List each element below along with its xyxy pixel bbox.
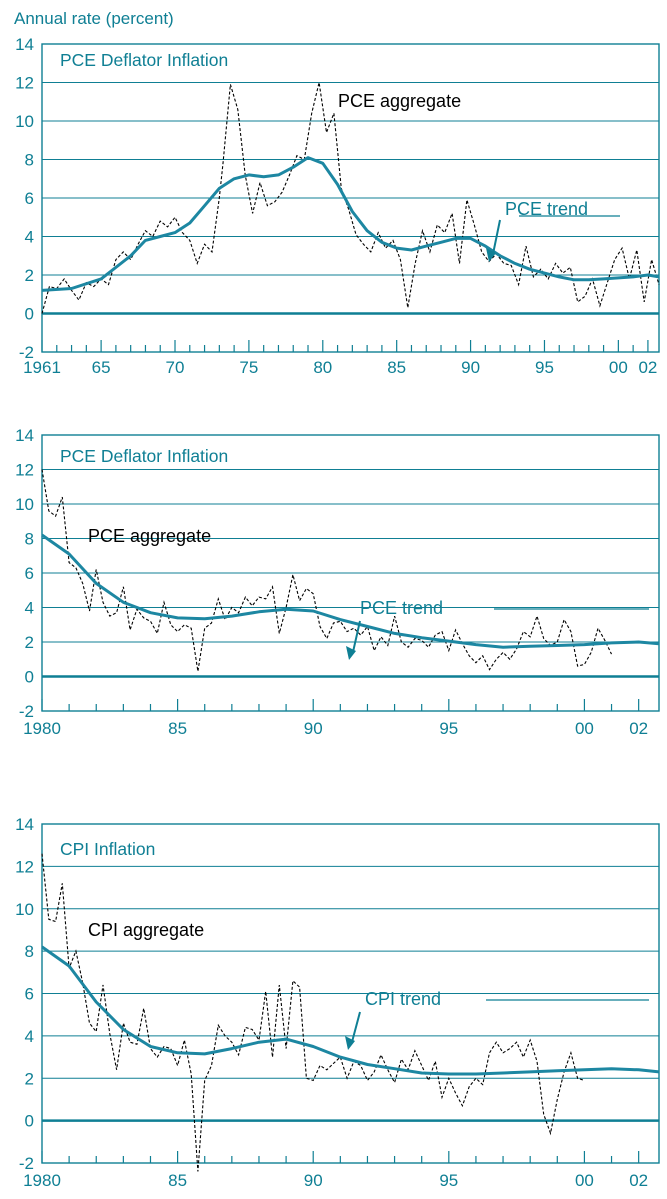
trend-line bbox=[41, 533, 660, 649]
y-tick-label: 12 bbox=[15, 74, 34, 93]
y-tick-label: 10 bbox=[15, 112, 34, 131]
x-tick-label: 95 bbox=[439, 1171, 458, 1190]
x-tick-labels: 1961 65 70 75 80 85 90 95 00 02 bbox=[23, 340, 657, 377]
y-tick-label: 14 bbox=[15, 35, 34, 54]
trend-label: PCE trend bbox=[360, 598, 443, 618]
x-tick-label: 90 bbox=[461, 358, 480, 377]
gridlines bbox=[42, 865, 659, 1122]
y-tick-label: 10 bbox=[15, 495, 34, 514]
trend-label: CPI trend bbox=[365, 989, 441, 1009]
y-tick-label: 0 bbox=[25, 668, 34, 687]
y-tick-label: -2 bbox=[19, 343, 34, 362]
panel-title: PCE Deflator Inflation bbox=[60, 50, 228, 70]
series-lines bbox=[41, 82, 660, 314]
y-tick-label: 4 bbox=[25, 1027, 34, 1046]
aggregate-line bbox=[41, 853, 585, 1172]
y-tick-label: -2 bbox=[19, 1154, 34, 1173]
trend-callout bbox=[345, 999, 649, 1050]
x-tick-label: 00 bbox=[609, 358, 628, 377]
y-tick-label: 6 bbox=[25, 985, 34, 1004]
y-tick-label: 12 bbox=[15, 857, 34, 876]
arrow-shaft bbox=[352, 620, 361, 653]
arrow-head bbox=[345, 1036, 355, 1050]
y-tick-label: 6 bbox=[25, 564, 34, 583]
x-tick-label: 02 bbox=[629, 719, 648, 738]
trend-line bbox=[41, 945, 660, 1076]
y-tick-label: 0 bbox=[25, 1112, 34, 1131]
x-tick-label: 95 bbox=[439, 719, 458, 738]
trend-label: PCE trend bbox=[505, 199, 588, 219]
unit-label: Annual rate (percent) bbox=[14, 9, 174, 28]
x-tick-label: 80 bbox=[313, 358, 332, 377]
aggregate-label: CPI aggregate bbox=[88, 920, 204, 940]
y-tick-labels: -2 0 2 4 6 8 10 12 14 bbox=[15, 815, 34, 1173]
y-tick-label: 4 bbox=[25, 599, 34, 618]
x-tick-labels: 1980 85 90 95 00 02 bbox=[23, 699, 648, 738]
x-tick-label: 85 bbox=[168, 1171, 187, 1190]
panel-title: CPI Inflation bbox=[60, 839, 155, 859]
x-tick-labels: 1980 85 90 95 00 02 bbox=[23, 1151, 648, 1190]
y-tick-label: 8 bbox=[25, 151, 34, 170]
y-tick-label: 10 bbox=[15, 900, 34, 919]
x-tick-label: 90 bbox=[304, 1171, 323, 1190]
x-tick-label: 85 bbox=[168, 719, 187, 738]
x-tick-label: 65 bbox=[92, 358, 111, 377]
y-tick-label: 2 bbox=[25, 633, 34, 652]
y-tick-label: 14 bbox=[15, 426, 34, 445]
y-tick-label: 14 bbox=[15, 815, 34, 834]
x-tick-label: 70 bbox=[166, 358, 185, 377]
x-tick-label: 00 bbox=[575, 1171, 594, 1190]
x-tick-label: 1980 bbox=[23, 1171, 61, 1190]
arrow-head bbox=[346, 646, 356, 660]
aggregate-line bbox=[41, 469, 612, 672]
series-lines bbox=[41, 853, 660, 1172]
y-tick-labels: -2 0 2 4 6 8 10 12 14 bbox=[15, 426, 34, 721]
aggregate-label: PCE aggregate bbox=[338, 91, 461, 111]
y-tick-label: 4 bbox=[25, 228, 34, 247]
x-tick-label: 90 bbox=[304, 719, 323, 738]
x-tick-label: 1961 bbox=[23, 358, 61, 377]
x-tick-label: 00 bbox=[575, 719, 594, 738]
trend-line bbox=[41, 156, 660, 292]
series-lines bbox=[41, 469, 660, 672]
x-tick-label: 85 bbox=[387, 358, 406, 377]
x-tick-label: 1980 bbox=[23, 719, 61, 738]
y-tick-label: 2 bbox=[25, 1069, 34, 1088]
arrow-head bbox=[486, 248, 496, 262]
x-tick-label: 75 bbox=[239, 358, 258, 377]
trend-callout bbox=[486, 215, 620, 262]
arrow-shaft bbox=[492, 219, 501, 255]
x-tick-label: 02 bbox=[638, 358, 657, 377]
y-tick-label: 12 bbox=[15, 461, 34, 480]
x-tick-label: 95 bbox=[535, 358, 554, 377]
y-tick-labels: -2 0 2 4 6 8 10 12 14 bbox=[15, 35, 34, 362]
aggregate-line bbox=[41, 82, 660, 314]
y-tick-label: 8 bbox=[25, 530, 34, 549]
y-tick-label: 2 bbox=[25, 266, 34, 285]
y-tick-label: 6 bbox=[25, 189, 34, 208]
y-tick-label: 0 bbox=[25, 305, 34, 324]
arrow-shaft bbox=[351, 1011, 361, 1043]
panel-title: PCE Deflator Inflation bbox=[60, 446, 228, 466]
aggregate-label: PCE aggregate bbox=[88, 526, 211, 546]
y-tick-label: -2 bbox=[19, 702, 34, 721]
y-tick-label: 8 bbox=[25, 942, 34, 961]
gridlines bbox=[42, 468, 659, 678]
trend-callout bbox=[346, 608, 649, 660]
x-tick-label: 02 bbox=[629, 1171, 648, 1190]
